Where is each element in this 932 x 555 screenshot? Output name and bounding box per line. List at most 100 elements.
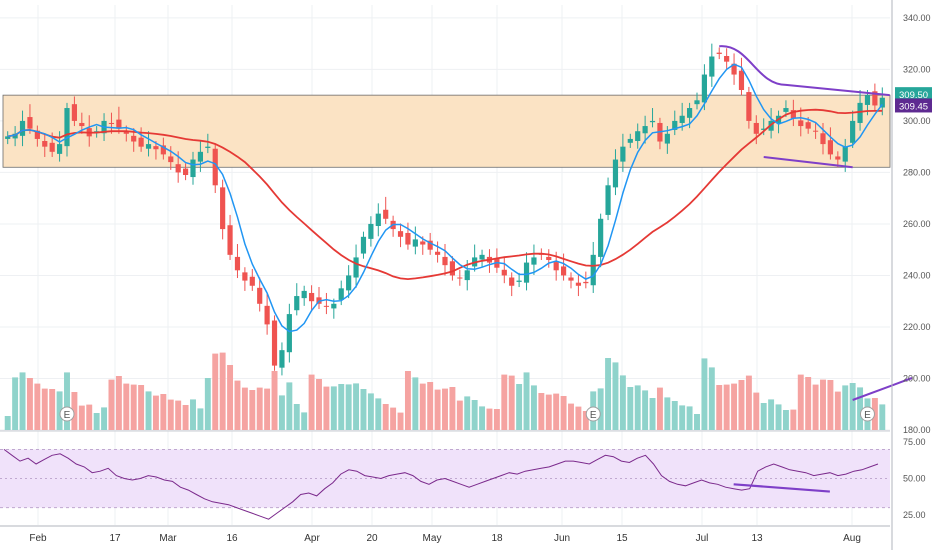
candle-body: [271, 320, 278, 366]
price-tick-label: 300.00: [903, 116, 931, 126]
candle-body: [197, 151, 204, 162]
volume-bar: [345, 384, 352, 430]
volume-bar: [753, 392, 760, 430]
price-tick-label: 180.00: [903, 425, 931, 435]
volume-bar: [442, 388, 448, 430]
volume-bars: [4, 352, 886, 430]
candle-body: [182, 168, 189, 175]
rsi-line: [3, 448, 879, 520]
candle-body: [12, 133, 18, 139]
volume-bar: [760, 403, 767, 430]
time-tick-label: Jul: [696, 533, 709, 544]
candle-body: [153, 146, 159, 150]
ma-price-tag-text: 309.45: [899, 101, 928, 112]
volume-bar: [227, 365, 234, 430]
candle-body: [64, 108, 70, 147]
candle-body: [568, 277, 574, 281]
fast-ma-line: [7, 63, 883, 333]
volume-bar: [353, 383, 360, 430]
time-tick-label: Mar: [159, 533, 177, 544]
volume-bar: [234, 380, 241, 430]
candle-body: [805, 122, 811, 129]
candle-body: [383, 209, 389, 219]
candle-body: [360, 236, 367, 254]
volume-bar: [338, 384, 345, 430]
candle-body: [27, 117, 33, 129]
volume-bar: [471, 400, 478, 430]
volume-bar: [301, 412, 308, 430]
volume-bar: [115, 376, 122, 430]
volume-bar: [842, 385, 849, 430]
ma-price-tag-bg: [895, 98, 932, 113]
volume-bar: [308, 374, 315, 430]
candle-body: [509, 277, 515, 286]
candle-body: [679, 115, 685, 123]
upper-band-line: [719, 45, 890, 97]
volume-bar: [278, 395, 285, 430]
candle-body: [397, 231, 404, 237]
volume-bar: [264, 388, 271, 430]
candle-body: [308, 292, 315, 302]
volume-bar: [145, 391, 152, 430]
volume-bar: [731, 383, 738, 430]
candle-body: [716, 52, 722, 54]
candle-body: [672, 120, 678, 130]
earnings-marker: E: [585, 406, 601, 422]
volume-bar: [204, 378, 211, 430]
earnings-marker-circle: [585, 406, 601, 422]
price-divergence-line: [763, 155, 853, 169]
volume-bar: [849, 383, 856, 430]
volume-bar: [560, 396, 567, 430]
volume-bar: [545, 394, 552, 430]
volume-bar: [397, 412, 404, 430]
time-tick-label: 17: [109, 533, 121, 544]
volume-bar: [367, 393, 374, 430]
candle-body: [138, 137, 144, 147]
volume-bar: [627, 387, 634, 430]
rsi-divergence-line: [733, 483, 830, 493]
earnings-marker: E: [859, 406, 875, 422]
candle-body: [123, 130, 129, 134]
candle-body: [605, 185, 611, 215]
volume-bar: [582, 411, 589, 430]
volume-bar: [686, 406, 693, 430]
candle-body: [131, 135, 137, 142]
volume-bar: [404, 371, 411, 430]
candle-body: [516, 280, 522, 282]
time-tick-label: 15: [616, 533, 628, 544]
rsi-tick-label: 50.00: [903, 474, 926, 484]
candle-body: [79, 122, 85, 127]
volume-bar: [26, 378, 33, 430]
volume-bar: [419, 383, 426, 430]
volume-bar: [486, 408, 493, 430]
support-resistance-zone: [2, 94, 891, 168]
volume-bar: [64, 372, 70, 430]
candle-body: [323, 305, 330, 307]
volume-bar: [71, 392, 78, 430]
candle-body: [168, 156, 174, 163]
candle-body: [279, 350, 285, 368]
candle-body: [108, 122, 115, 124]
price-tick-label: 280.00: [903, 167, 931, 177]
volume-bar: [671, 401, 678, 430]
volume-bar: [597, 388, 604, 430]
candle-body: [412, 239, 418, 247]
volume-bar: [86, 404, 93, 430]
candle-body: [746, 92, 752, 121]
candle-body: [790, 110, 796, 119]
volume-bar: [152, 395, 159, 430]
volume-bar: [664, 397, 671, 430]
volume-bar: [271, 371, 278, 430]
candle-body: [160, 145, 166, 155]
price-tick-label: 240.00: [903, 270, 931, 280]
candle-body: [242, 272, 248, 281]
volume-bar: [738, 380, 745, 430]
candle-body: [598, 218, 604, 257]
volume-bar: [330, 386, 337, 430]
volume-bar: [249, 390, 256, 430]
candle-body: [420, 241, 426, 245]
time-tick-label: Jun: [554, 533, 570, 544]
candle-body: [864, 95, 871, 105]
volume-bar: [634, 385, 641, 430]
